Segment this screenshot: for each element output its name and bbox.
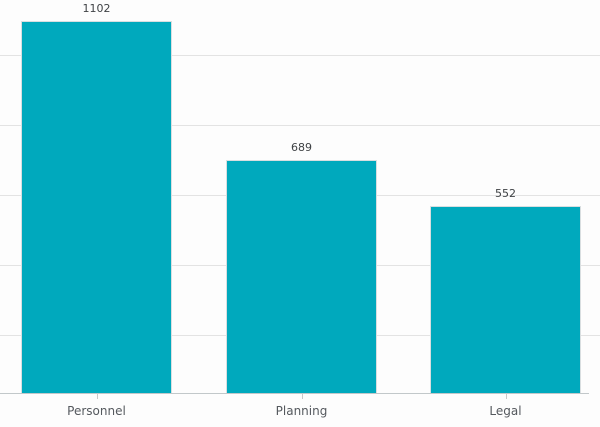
x-axis-tick-planning	[301, 394, 303, 399]
value-label-legal: 552	[495, 187, 516, 201]
gridline	[0, 55, 600, 57]
value-label-planning: 689	[291, 141, 312, 155]
value-label-personnel: 1102	[82, 2, 111, 16]
category-label-legal: Legal	[489, 404, 522, 418]
x-axis-tick-personnel	[96, 394, 98, 399]
bar-legal[interactable]	[430, 206, 581, 393]
category-label-planning: Planning	[275, 404, 328, 418]
x-axis-tick-legal	[505, 394, 507, 399]
gridline	[0, 125, 600, 127]
bar-planning[interactable]	[226, 160, 377, 393]
x-axis-line	[0, 393, 589, 394]
bar-personnel[interactable]	[21, 21, 172, 393]
category-label-personnel: Personnel	[67, 404, 126, 418]
